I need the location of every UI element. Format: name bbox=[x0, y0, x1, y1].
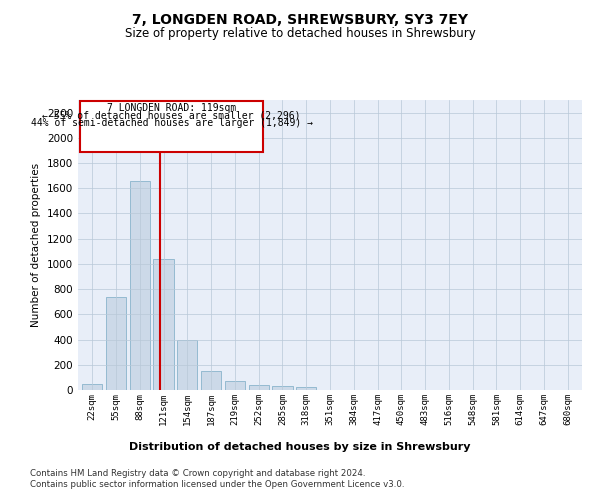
Text: ← 55% of detached houses are smaller (2,296): ← 55% of detached houses are smaller (2,… bbox=[43, 110, 301, 120]
Text: Size of property relative to detached houses in Shrewsbury: Size of property relative to detached ho… bbox=[125, 28, 475, 40]
Bar bbox=[296, 388, 316, 390]
Bar bbox=[225, 380, 245, 390]
FancyBboxPatch shape bbox=[80, 102, 263, 152]
Bar bbox=[106, 296, 126, 390]
Bar bbox=[272, 386, 293, 390]
Bar bbox=[82, 384, 103, 390]
Bar bbox=[154, 259, 173, 390]
Y-axis label: Number of detached properties: Number of detached properties bbox=[31, 163, 41, 327]
Text: 7, LONGDEN ROAD, SHREWSBURY, SY3 7EY: 7, LONGDEN ROAD, SHREWSBURY, SY3 7EY bbox=[132, 12, 468, 26]
Bar bbox=[177, 340, 197, 390]
Text: Distribution of detached houses by size in Shrewsbury: Distribution of detached houses by size … bbox=[129, 442, 471, 452]
Text: 44% of semi-detached houses are larger (1,849) →: 44% of semi-detached houses are larger (… bbox=[31, 118, 313, 128]
Text: Contains public sector information licensed under the Open Government Licence v3: Contains public sector information licen… bbox=[30, 480, 404, 489]
Text: Contains HM Land Registry data © Crown copyright and database right 2024.: Contains HM Land Registry data © Crown c… bbox=[30, 468, 365, 477]
Bar bbox=[130, 180, 150, 390]
Text: 7 LONGDEN ROAD: 119sqm: 7 LONGDEN ROAD: 119sqm bbox=[107, 103, 236, 113]
Bar bbox=[248, 385, 269, 390]
Bar bbox=[201, 371, 221, 390]
